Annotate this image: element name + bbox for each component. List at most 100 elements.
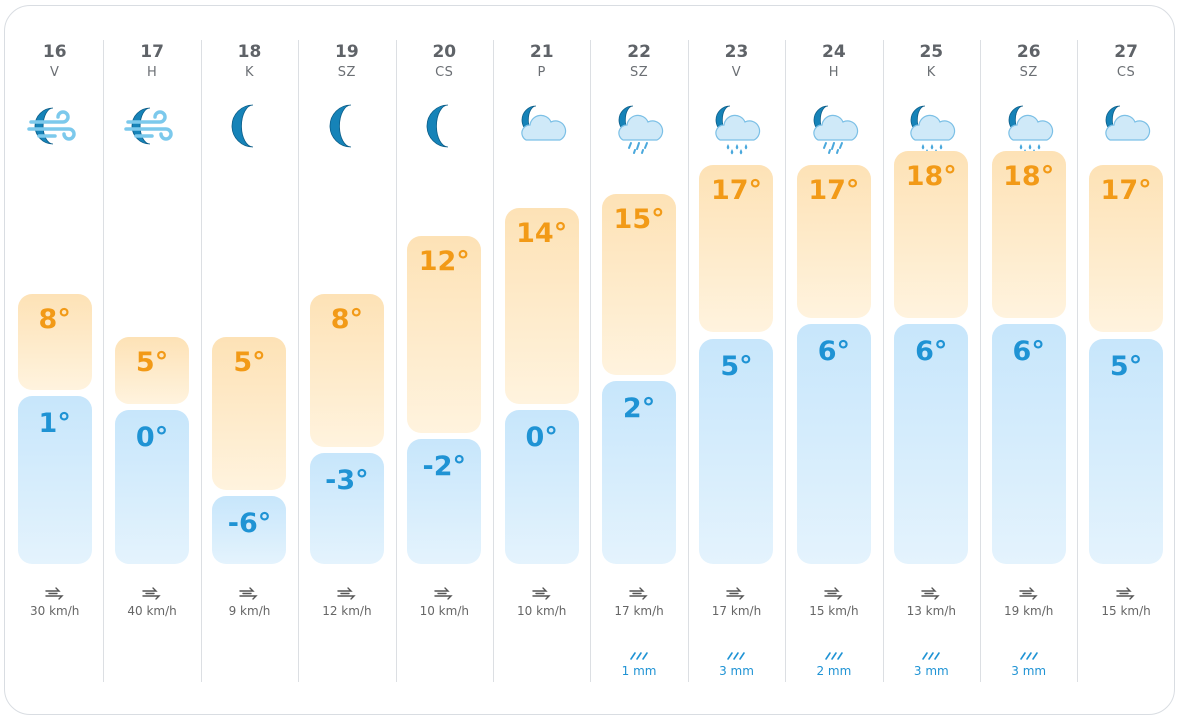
low-temp: 5° [1109, 350, 1143, 382]
wind-icon [824, 586, 844, 600]
column-divider [298, 40, 300, 682]
low-temp: -3° [325, 464, 369, 496]
low-temp: 6° [915, 336, 948, 368]
precipitation-amount: 3 mm [1011, 664, 1047, 678]
wind-icon [726, 586, 746, 600]
wind-speed: 17 km/h [614, 604, 664, 618]
day-column-27[interactable]: 27 CS 17° 5° 15 km/h [1077, 0, 1174, 719]
column-divider [493, 40, 494, 682]
moon-icon [414, 96, 474, 156]
day-number: 23 [724, 42, 749, 62]
precipitation-amount: 2 mm [816, 664, 852, 678]
column-divider [1077, 40, 1079, 682]
day-column-25[interactable]: 25 K 18° 6° 13 km/h 3 mm [882, 0, 980, 719]
precipitation-amount: 3 mm [913, 664, 949, 678]
rain-icon [725, 646, 747, 660]
column-divider [590, 40, 592, 682]
wind-speed: 30 km/h [30, 604, 80, 618]
drizzle-moon-icon [609, 96, 669, 156]
high-temp: 14° [516, 217, 568, 249]
column-divider [687, 40, 689, 682]
wind-speed: 12 km/h [322, 604, 372, 618]
high-temp: 17° [1100, 174, 1152, 206]
wind-icon [629, 586, 649, 600]
day-column-17[interactable]: 17 H 5° 0° 40 km/h [103, 0, 200, 719]
column-divider [980, 40, 981, 682]
wind-icon [1018, 586, 1039, 600]
day-number: 16 [42, 42, 67, 62]
high-temp: 17° [710, 174, 763, 206]
wind-speed: 10 km/h [517, 604, 567, 618]
low-temp: 6° [1012, 336, 1045, 368]
day-of-week: K [244, 65, 254, 80]
column-divider [103, 40, 105, 682]
cloudy-moon-icon [1096, 96, 1156, 156]
low-temp: 6° [817, 336, 851, 368]
day-column-20[interactable]: 20 CS 12° -2° 10 km/h [395, 0, 493, 719]
rain-icon [628, 646, 650, 660]
wind-icon [921, 586, 941, 600]
column-divider [395, 40, 397, 682]
high-temp-bar: 17° [699, 164, 774, 333]
rain-moon-icon [901, 96, 961, 156]
low-temp-bar: 5° [699, 338, 774, 564]
high-temp: 12° [418, 246, 470, 278]
day-of-week: P [537, 65, 546, 80]
high-temp-bar: 8° [309, 293, 384, 447]
wind-icon [1116, 586, 1136, 600]
low-temp-bar: 2° [602, 381, 677, 564]
precipitation-amount: 3 mm [719, 664, 754, 678]
low-temp-bar: -3° [309, 452, 384, 564]
column-divider [200, 40, 202, 682]
day-number: 21 [529, 42, 554, 62]
day-column-19[interactable]: 19 SZ 8° -3° 12 km/h [298, 0, 395, 719]
wind-moon-icon [122, 96, 182, 156]
wind-icon [434, 586, 454, 600]
day-number: 19 [335, 42, 359, 62]
high-temp: 15° [613, 203, 665, 235]
day-number: 27 [1114, 42, 1138, 62]
wind-speed: 13 km/h [906, 604, 956, 618]
day-column-16[interactable]: 16 V 8° 1° 30 km/h [6, 0, 103, 719]
wind-speed: 15 km/h [809, 604, 859, 618]
day-of-week: SZ [337, 65, 356, 80]
high-temp-bar: 15° [602, 193, 677, 376]
high-temp-bar: 12° [407, 236, 482, 433]
high-temp: 18° [905, 160, 957, 192]
day-number: 26 [1016, 42, 1041, 62]
day-column-18[interactable]: 18 K 5° -6° 9 km/h [200, 0, 298, 719]
day-column-23[interactable]: 23 V 17° 5° 17 km/h 3 mm [687, 0, 785, 719]
column-divider [882, 40, 884, 682]
low-temp: 1° [38, 407, 71, 439]
column-divider [785, 40, 787, 682]
day-column-24[interactable]: 24 H 17° 6° 15 km/h 2 mm [785, 0, 882, 719]
wind-moon-icon [25, 96, 85, 156]
high-temp: 17° [808, 174, 860, 206]
day-column-21[interactable]: 21 P 14° 0° 10 km/h [493, 0, 590, 719]
high-temp: 5° [135, 346, 169, 378]
low-temp-bar: 5° [1089, 338, 1164, 564]
day-of-week: SZ [1019, 65, 1038, 80]
day-column-26[interactable]: 26 SZ 18° 6° 19 km/h 3 mm [980, 0, 1077, 719]
day-of-week: V [731, 65, 742, 80]
wind-speed: 10 km/h [419, 604, 469, 618]
wind-speed: 19 km/h [1004, 604, 1054, 618]
low-temp-bar: 1° [17, 395, 92, 564]
day-number: 17 [140, 42, 164, 62]
low-temp-bar: -6° [212, 495, 287, 564]
forecast-columns: 16 V 8° 1° 30 km/h 17 H 5° 0° 40 km/h 18 K 5° -6… [6, 0, 1176, 719]
day-of-week: V [49, 65, 60, 80]
day-column-22[interactable]: 22 SZ 15° 2° 17 km/h 1 mm [590, 0, 687, 719]
high-temp-bar: 5° [115, 336, 190, 404]
low-temp: -6° [227, 507, 272, 539]
low-temp-bar: -2° [407, 438, 482, 564]
precipitation-amount: 1 mm [621, 664, 657, 678]
wind-icon [337, 586, 357, 600]
low-temp-bar: 0° [115, 410, 190, 564]
low-temp: 0° [135, 422, 169, 453]
rain-moon-icon [999, 96, 1059, 156]
wind-speed: 9 km/h [228, 604, 271, 618]
rain-moon-icon [706, 96, 766, 156]
low-temp-bar: 6° [991, 324, 1066, 564]
high-temp: 8° [330, 303, 364, 335]
